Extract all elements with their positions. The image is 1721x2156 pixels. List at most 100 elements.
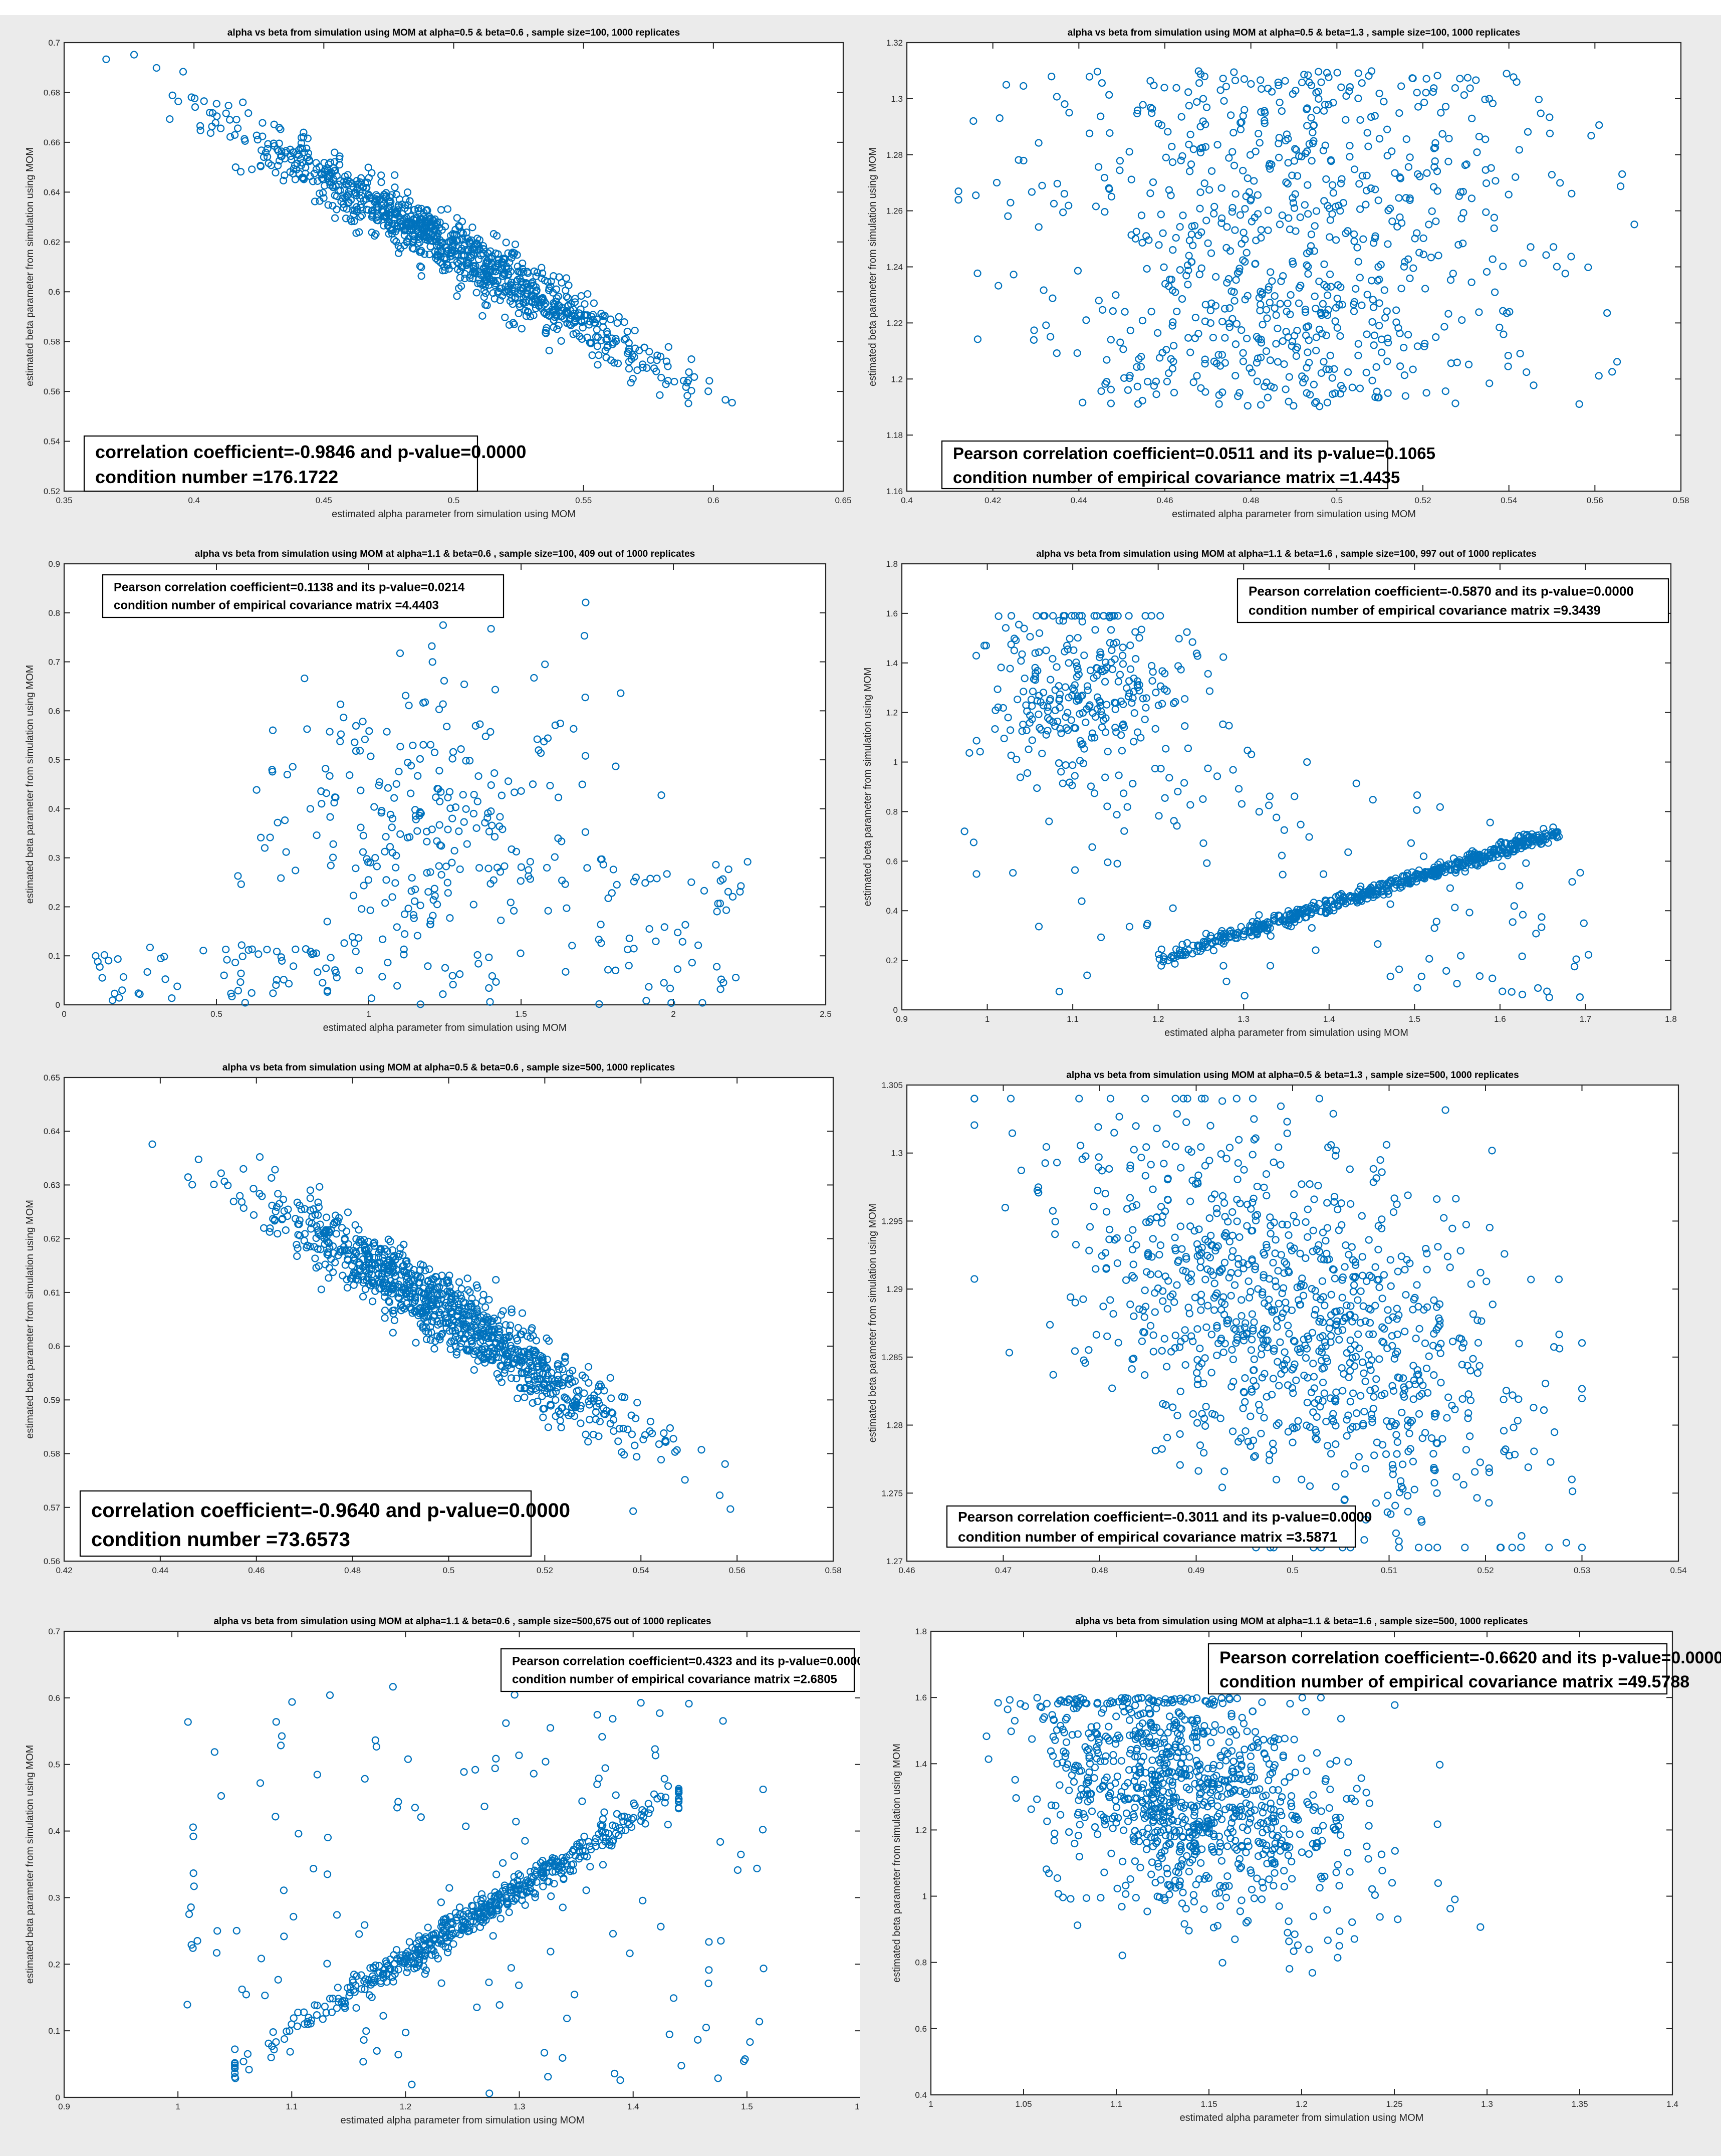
scatter-point — [1074, 666, 1082, 674]
scatter-point — [1482, 179, 1491, 187]
scatter-point — [474, 279, 482, 288]
scatter-point — [396, 830, 404, 838]
scatter-point — [1248, 368, 1256, 377]
scatter-point — [258, 146, 266, 154]
scatter-point — [269, 989, 277, 997]
scatter-point — [448, 235, 456, 244]
scatter-point — [589, 311, 597, 319]
scatter-point — [458, 263, 466, 271]
scatter-point — [1336, 389, 1345, 398]
scatter-point — [1228, 148, 1237, 156]
scatter-point — [326, 772, 334, 780]
scatter-point — [392, 864, 400, 872]
scatter-point — [1284, 333, 1292, 341]
scatter-point — [562, 274, 571, 282]
x-tick-label: 0.56 — [1587, 496, 1603, 505]
scatter-point — [309, 177, 317, 185]
scatter-point — [498, 791, 506, 799]
y-tick-label: 1.275 — [881, 1488, 903, 1498]
scatter-point — [1205, 186, 1213, 194]
scatter-point — [1254, 354, 1262, 362]
scatter-point — [1568, 189, 1576, 198]
scatter-point — [1211, 273, 1220, 281]
scatter-point — [498, 292, 507, 300]
scatter-point — [1113, 859, 1121, 868]
scatter-point — [625, 934, 633, 943]
scatter-point — [287, 155, 296, 164]
scatter-point — [1616, 182, 1625, 190]
scatter-point — [582, 598, 590, 606]
scatter-point — [1322, 331, 1330, 339]
y-tick-label: 0.52 — [44, 487, 60, 496]
scatter-point — [1265, 283, 1273, 291]
scatter-point — [554, 793, 563, 801]
scatter-point — [416, 1000, 424, 1008]
scatter-point — [313, 831, 321, 839]
x-tick-label: 0.54 — [1501, 496, 1517, 505]
scatter-point — [152, 64, 161, 72]
scatter-point — [1232, 190, 1240, 198]
scatter-point — [200, 97, 208, 105]
scatter-point — [1466, 84, 1474, 92]
scatter-point — [1055, 759, 1063, 767]
scatter-point — [426, 741, 435, 749]
scatter-point — [1285, 214, 1293, 222]
y-tick-label: 0.62 — [44, 1234, 60, 1244]
scatter-point — [1013, 755, 1021, 764]
scatter-point — [1105, 91, 1113, 99]
scatter-point — [422, 827, 431, 835]
scatter-point — [1261, 117, 1269, 125]
scatter-point — [1101, 208, 1109, 216]
scatter-point — [670, 377, 678, 386]
scatter-point — [483, 271, 491, 279]
scatter-point — [1576, 993, 1584, 1001]
scatter-point — [1336, 207, 1344, 215]
scatter-point — [478, 312, 486, 320]
scatter-point — [1055, 987, 1064, 996]
scatter-point — [1548, 170, 1556, 179]
scatter-point — [475, 268, 483, 276]
scatter-point — [1440, 323, 1448, 331]
scatter-point — [310, 169, 319, 177]
scatter-point — [481, 289, 489, 297]
scatter-point — [1015, 620, 1023, 628]
chart-title: alpha vs beta from simulation using MOM … — [1066, 1070, 1519, 1081]
scatter-point — [991, 725, 999, 733]
scatter-point — [1278, 211, 1286, 220]
scatter-point — [400, 910, 409, 918]
y-tick-label: 0.59 — [44, 1395, 60, 1405]
scatter-point — [1430, 84, 1438, 92]
scatter-point — [499, 825, 507, 833]
scatter-point — [406, 197, 414, 205]
scatter-point — [995, 282, 1003, 290]
scatter-point — [1154, 950, 1163, 959]
y-tick-label: 0.57 — [44, 1503, 60, 1513]
scatter-point — [608, 340, 617, 348]
scatter-point — [1240, 229, 1248, 237]
scatter-point — [515, 309, 523, 318]
scatter-point — [314, 968, 322, 976]
scatter-point — [1512, 173, 1520, 181]
scatter-point — [1630, 221, 1638, 229]
scatter-point — [1065, 109, 1073, 117]
scatter-point — [1168, 286, 1177, 294]
scatter-point — [504, 777, 513, 785]
x-tick-label: 1 — [985, 1014, 990, 1024]
scatter-point — [393, 923, 401, 931]
scatter-point — [583, 864, 591, 872]
y-tick-label: 1.28 — [886, 1421, 903, 1430]
scatter-point — [1119, 643, 1127, 652]
scatter-point — [1422, 89, 1430, 97]
scatter-point — [1350, 307, 1358, 315]
scatter-point — [457, 745, 465, 753]
scatter-point — [1204, 239, 1212, 247]
scatter-point — [508, 250, 516, 258]
scatter-point — [1310, 247, 1318, 255]
scatter-point — [360, 882, 368, 890]
scatter-point — [1535, 95, 1543, 104]
scatter-point — [1369, 296, 1377, 304]
scatter-point — [496, 267, 504, 275]
scatter-point — [1042, 646, 1050, 655]
scatter-point — [1436, 858, 1444, 867]
y-tick-label: 0.7 — [48, 38, 60, 48]
